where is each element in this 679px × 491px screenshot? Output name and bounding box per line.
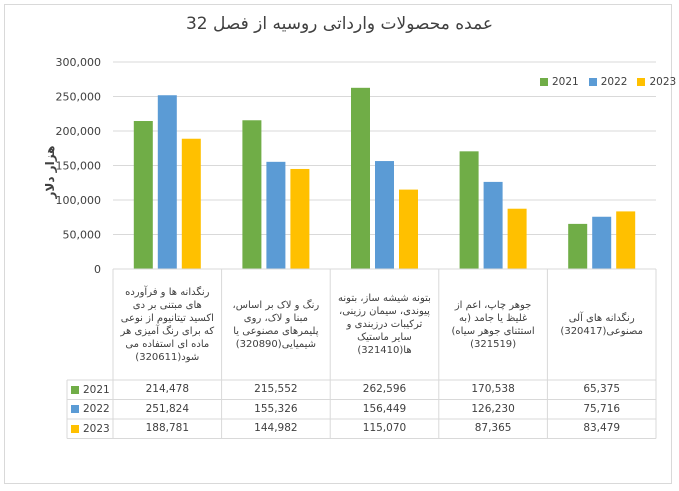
legend-swatch-2023	[637, 78, 646, 86]
legend-swatch-2021	[540, 78, 548, 86]
table-cell-value: 156,449	[362, 402, 407, 415]
table-row-header-2021: 2021	[71, 380, 110, 400]
table-cell-value: 170,538	[471, 383, 515, 395]
table-cell-value: 188,781	[145, 422, 189, 434]
y-tick-label: 250,000	[56, 91, 102, 104]
y-tick-label: 0	[94, 263, 101, 276]
table-cell-value: 65,375	[583, 383, 621, 395]
chart-title: عمده محصولات وارداتی روسیه از فصل 32	[185, 14, 494, 34]
bar-2023-cat-2	[399, 189, 418, 269]
table-cell-value: 214,478	[145, 383, 189, 395]
table-cell-value: 262,596	[362, 383, 407, 395]
bar-2021-cat-4	[568, 223, 588, 269]
table-cell-value: 83,479	[583, 422, 621, 434]
bar-2022-cat-0	[157, 95, 177, 269]
legend-label-2021: 2021	[552, 76, 579, 88]
bar-2022-cat-1	[266, 161, 286, 269]
bar-2021-cat-2	[351, 87, 370, 269]
bar-2022-cat-3	[483, 181, 503, 269]
bar-2021-cat-0	[133, 121, 153, 269]
table-row-label: 2023	[83, 422, 110, 435]
legend-label-2023: 2023	[649, 76, 677, 88]
bar-2021-cat-3	[459, 151, 479, 269]
bar-2023-cat-4	[616, 211, 636, 269]
legend-swatch-2022	[588, 78, 597, 86]
table-cell-value: 155,326	[254, 402, 298, 415]
bar-2023-cat-0	[181, 138, 201, 269]
chart-frame	[4, 4, 672, 484]
category-label: جوهر چاپ، اعم از غلیظ یا جامد (به استثنا…	[451, 299, 535, 350]
legend-item-2021: 2021	[540, 76, 579, 88]
y-tick-label: 150,000	[56, 160, 102, 173]
y-tick-label: 100,000	[56, 194, 102, 207]
bar-2022-cat-2	[375, 161, 394, 269]
table-row-label: 2021	[83, 383, 110, 396]
legend-item-2023: 2023	[637, 76, 676, 88]
table-row-label: 2022	[83, 403, 110, 416]
table-cell-value: 75,716	[583, 402, 621, 415]
table-row-header-2022: 2022	[71, 400, 110, 420]
bar-2023-cat-3	[507, 208, 527, 269]
y-tick-label: 300,000	[56, 56, 102, 69]
table-row-swatch	[71, 385, 79, 394]
y-tick-label: 50,000	[63, 229, 102, 242]
category-label: رنگدانه ها و فرآورده های مبتنی بر دی اکس…	[120, 286, 215, 363]
table-cell-value: 144,982	[254, 422, 298, 434]
legend: 2021 2022 2023	[540, 76, 676, 88]
table-cell-value: 87,365	[474, 422, 512, 434]
legend-label-2022: 2022	[600, 76, 628, 88]
category-label: بتونه شیشه ساز، بتونه پیوندی، سیمان رزین…	[338, 293, 431, 356]
bar-2023-cat-1	[290, 168, 310, 269]
category-label: رنگ و لاک بر اساس، مبنا و لاک، روی پلیمر…	[232, 299, 320, 350]
bar-2022-cat-4	[592, 216, 612, 269]
legend-item-2022: 2022	[588, 76, 628, 88]
table-row-swatch	[71, 424, 79, 433]
table-cell-value: 251,824	[145, 402, 189, 415]
table-row-swatch	[71, 405, 79, 414]
category-label: رنگدانه های آلی مصنوعی(320417)	[560, 312, 643, 337]
table-cell-value: 115,070	[362, 422, 407, 434]
table-row-header-2023: 2023	[71, 419, 110, 439]
table-cell-value: 215,552	[254, 383, 298, 395]
y-tick-label: 200,000	[56, 125, 102, 138]
table-cell-value: 126,230	[471, 402, 515, 415]
bar-2021-cat-1	[242, 120, 262, 269]
